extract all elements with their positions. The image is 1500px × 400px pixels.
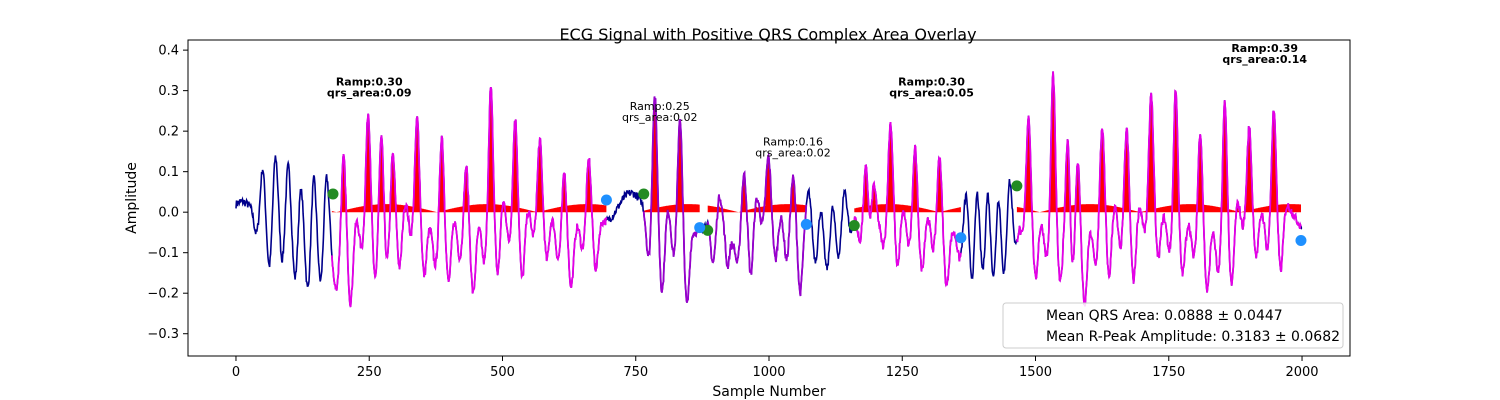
qrs-area-fill-1 [643,96,700,213]
offset-marker-1 [694,222,706,234]
offset-marker-2 [800,218,812,230]
qrs-segment-line-3 [853,121,962,288]
onset-marker-4 [1011,180,1023,192]
x-tick-label-8: 2000 [1285,365,1318,380]
qrs-segment-line-2 [706,151,808,297]
annotation-area-0: qrs_area:0.09 [327,87,412,100]
chart-title: ECG Signal with Positive QRS Complex Are… [559,25,976,44]
markers [327,180,1307,247]
qrs-segment-line-4 [1016,71,1302,307]
x-tick-label-5: 1250 [886,365,919,380]
x-tick-label-0: 0 [232,365,240,380]
onset-marker-0 [327,188,339,200]
signal-lines [235,71,1303,308]
x-tick-label-1: 250 [357,365,382,380]
legend-entry-rpeak: Mean R-Peak Amplitude: 0.3183 ± 0.0682 [1046,329,1340,345]
offset-marker-4 [1295,235,1307,247]
y-tick-label-5: 0.2 [158,125,179,140]
annotation-area-4: qrs_area:0.14 [1222,53,1307,66]
annotations: Ramp:0.30qrs_area:0.09Ramp:0.25qrs_area:… [327,42,1307,159]
qrs-segment-line-0 [331,86,608,308]
annotation-ramp-1: Ramp:0.25 [630,100,690,113]
x-tick-label-3: 750 [623,365,648,380]
annotation-area-3: qrs_area:0.05 [889,87,974,100]
x-tick-label-7: 1750 [1152,365,1185,380]
y-tick-label-1: −0.2 [147,287,179,302]
x-tick-label-2: 500 [490,365,515,380]
x-axis-ticks: 0 250 500 750 1000 1250 1500 1750 2000 [232,356,1319,380]
x-axis-label: Sample Number [712,384,825,400]
legend-box [1002,302,1344,349]
x-tick-label-4: 1000 [752,365,785,380]
annotation-area-1: qrs_area:0.02 [622,111,697,124]
annotation-area-2: qrs_area:0.02 [755,146,830,159]
onset-marker-1 [638,188,650,200]
y-tick-label-3: 0.0 [158,206,179,221]
annotation-ramp-4: Ramp:0.39 [1231,42,1298,55]
onset-marker-3 [848,220,860,232]
qrs-segment-line-1 [642,96,701,303]
y-axis-label: Amplitude [124,162,140,234]
y-tick-label-6: 0.3 [158,84,179,99]
qrs-area-fill-4 [1016,71,1301,213]
legend-entry-qrs-area: Mean QRS Area: 0.0888 ± 0.0447 [1046,308,1283,324]
y-axis-ticks: −0.3 −0.2 −0.1 0.0 0.1 0.2 0.3 0.4 [147,44,188,342]
y-tick-label-0: −0.3 [147,327,179,342]
offset-marker-0 [600,194,612,206]
offset-marker-3 [955,232,967,244]
annotation-ramp-2: Ramp:0.16 [763,135,823,148]
x-tick-label-6: 1500 [1019,365,1052,380]
legend: Mean QRS Area: 0.0888 ± 0.0447 Mean R-Pe… [1002,302,1344,349]
annotation-ramp-0: Ramp:0.30 [336,76,403,89]
annotation-ramp-3: Ramp:0.30 [898,76,965,89]
y-tick-label-4: 0.1 [158,165,179,180]
y-tick-label-7: 0.4 [158,44,179,59]
qrs-area-fill-3 [854,122,961,213]
y-tick-label-2: −0.1 [147,246,179,261]
